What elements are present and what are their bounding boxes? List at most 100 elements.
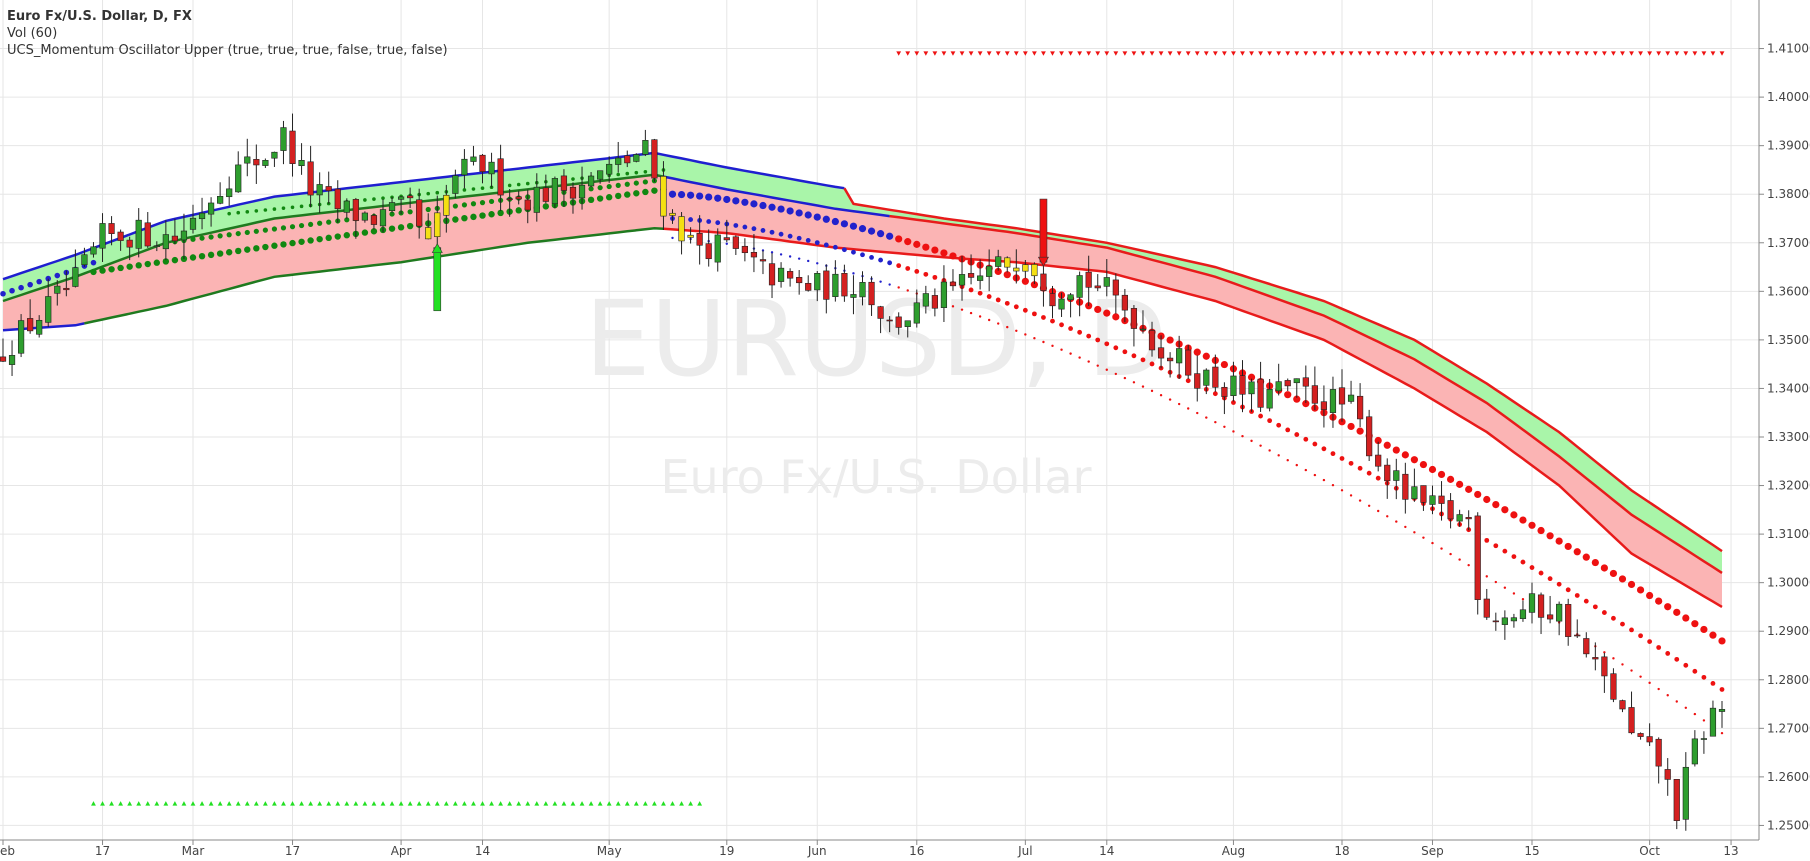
marker-down	[1710, 51, 1716, 56]
candle-body	[922, 293, 929, 307]
momentum-dot	[706, 219, 712, 224]
legend-title[interactable]: Euro Fx/U.S. Dollar, D, FX	[7, 9, 192, 24]
x-tick-label: Aug	[1222, 844, 1245, 858]
marker-up	[380, 801, 386, 806]
candle-body	[1004, 257, 1011, 268]
marker-down	[1448, 51, 1453, 56]
candle	[1284, 378, 1291, 392]
legend-volume[interactable]: Vol (60)	[7, 26, 58, 41]
momentum-dot	[1059, 322, 1064, 328]
momentum-dot	[1285, 427, 1291, 433]
marker-up	[217, 801, 223, 806]
marker-up	[579, 801, 585, 806]
marker-down	[1158, 51, 1164, 56]
candle-body	[949, 281, 957, 287]
momentum-dot	[742, 224, 748, 230]
momentum-dot	[1339, 456, 1345, 461]
momentum-dot	[1303, 436, 1309, 442]
candle	[497, 144, 504, 211]
momentum-dot	[1150, 389, 1154, 393]
momentum-dot	[1600, 564, 1608, 572]
candlestick-series[interactable]	[0, 113, 1726, 831]
candle	[1402, 462, 1409, 514]
candle-body	[805, 282, 812, 291]
y-tick-label: 1.33000	[1767, 430, 1810, 444]
marker-down	[1149, 51, 1155, 56]
momentum-dot	[1322, 478, 1326, 482]
marker-down	[1240, 51, 1245, 56]
momentum-dot	[615, 192, 622, 200]
momentum-dot	[687, 191, 695, 199]
marker-down	[1095, 51, 1101, 56]
candle-body	[723, 237, 730, 241]
momentum-dot	[1465, 485, 1473, 493]
candle-body	[515, 196, 522, 200]
candle-body	[1592, 657, 1599, 660]
candle-body	[144, 222, 151, 247]
momentum-dot	[198, 252, 206, 260]
marker-down	[1330, 51, 1336, 56]
candle-body	[995, 256, 1002, 267]
candle	[1058, 292, 1065, 317]
momentum-dot	[1078, 356, 1081, 359]
momentum-dot	[986, 294, 992, 299]
marker-down	[1475, 51, 1481, 56]
momentum-dot	[1041, 315, 1046, 320]
candle-body	[1429, 495, 1436, 505]
marker-up	[679, 801, 684, 806]
momentum-dot	[1123, 376, 1127, 380]
candle-body	[479, 154, 486, 172]
candle	[1212, 354, 1219, 392]
marker-up	[109, 801, 114, 806]
candle	[723, 219, 730, 243]
candle	[1393, 458, 1400, 500]
candle	[886, 316, 893, 333]
marker-up	[407, 801, 413, 806]
momentum-dot	[634, 170, 639, 175]
marker-down	[1258, 51, 1263, 56]
momentum-dot	[1456, 480, 1464, 488]
momentum-dot	[1069, 352, 1072, 355]
marker-up	[181, 801, 187, 806]
momentum-dot	[1294, 432, 1300, 437]
momentum-dot	[280, 241, 287, 248]
momentum-dot	[1684, 706, 1688, 709]
candle-body	[416, 199, 423, 227]
candle-body	[207, 202, 215, 215]
momentum-dot	[1367, 504, 1371, 507]
momentum-dot	[388, 225, 396, 232]
momentum-dot	[914, 268, 920, 274]
candle-body	[81, 254, 88, 266]
candle-body	[759, 259, 767, 262]
momentum-dot	[334, 233, 341, 240]
momentum-dot	[1187, 407, 1190, 410]
momentum-dot	[625, 171, 630, 176]
momentum-dot	[1004, 300, 1010, 306]
legend-indicator[interactable]: UCS_Momentum Oscillator Upper (true, tru…	[7, 43, 448, 58]
candle	[407, 187, 414, 208]
ema-slow-neutral	[2, 322, 85, 332]
candle-body	[117, 231, 124, 241]
candle	[986, 249, 993, 292]
momentum-dot	[696, 192, 704, 200]
marker-down	[1357, 51, 1363, 56]
momentum-dot	[542, 203, 550, 210]
candle	[1546, 595, 1554, 624]
candle	[1492, 612, 1499, 631]
marker-down	[941, 51, 947, 56]
candle-body	[877, 306, 884, 319]
momentum-dot	[643, 169, 648, 174]
x-tick-label: 17	[95, 844, 110, 858]
candle-body	[1194, 373, 1201, 389]
candle-body	[343, 200, 350, 213]
candle	[8, 340, 16, 376]
candle-body	[1284, 380, 1291, 387]
candle	[479, 154, 486, 184]
marker-down	[1457, 51, 1463, 56]
marker-down	[1611, 51, 1616, 56]
marker-down	[1285, 51, 1291, 56]
candle	[1194, 355, 1201, 402]
marker-up	[172, 801, 178, 806]
candle	[1709, 700, 1717, 737]
